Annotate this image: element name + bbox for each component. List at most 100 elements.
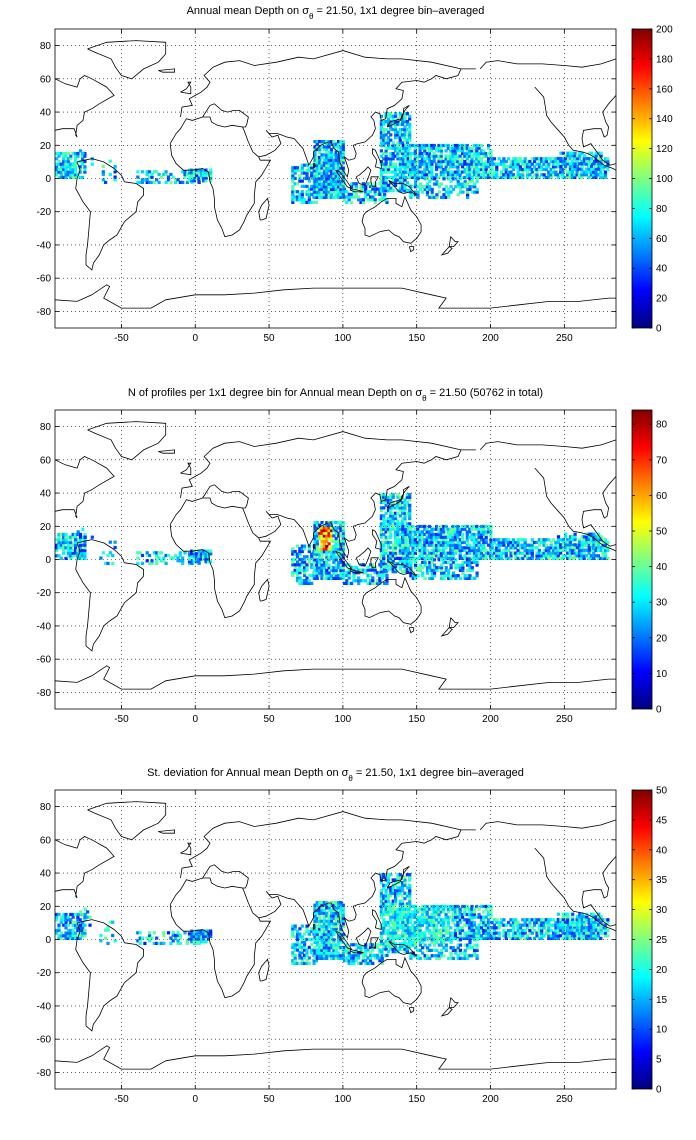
heat-cell	[361, 568, 365, 572]
heat-cell	[384, 910, 388, 914]
heat-cell	[389, 546, 393, 550]
heat-cell	[432, 151, 436, 156]
heat-cell	[384, 146, 388, 150]
heat-cell	[206, 929, 210, 933]
heat-cell	[423, 159, 427, 164]
heat-cell	[329, 903, 334, 907]
heat-cell	[391, 170, 395, 174]
heat-cell	[337, 542, 341, 546]
heat-cell	[332, 552, 336, 557]
heat-cell	[533, 165, 537, 169]
heat-cell	[473, 182, 477, 186]
heat-cell	[420, 548, 424, 553]
heat-cell	[291, 195, 295, 199]
heat-cell	[159, 551, 163, 555]
heat-cell	[416, 530, 420, 534]
heat-cell	[190, 179, 194, 183]
heat-cell	[291, 571, 295, 575]
heat-cell	[432, 551, 436, 555]
heat-cell	[383, 581, 387, 585]
heat-cell	[155, 941, 159, 945]
heat-cell	[544, 157, 548, 161]
heat-cell	[334, 195, 338, 199]
heat-cell	[430, 154, 434, 158]
heat-cell	[396, 173, 400, 177]
heat-cell	[409, 530, 413, 534]
heat-cell	[451, 540, 455, 545]
heat-cell	[391, 189, 395, 193]
heat-cell	[403, 183, 407, 187]
heat-cell	[418, 543, 422, 547]
heat-cell	[73, 157, 78, 161]
heat-cell	[470, 159, 474, 164]
heat-cell	[442, 920, 446, 925]
heat-cell	[599, 164, 603, 169]
heat-cell	[322, 940, 326, 944]
heat-cell	[490, 167, 494, 172]
heat-cell	[442, 560, 446, 564]
heat-cell	[386, 894, 391, 898]
heat-cell	[509, 556, 513, 560]
heat-cell	[454, 566, 458, 570]
heat-cell	[384, 527, 388, 531]
heat-cell	[401, 915, 405, 919]
heat-cell	[475, 556, 479, 560]
heat-cell	[332, 177, 336, 181]
heat-cell	[554, 170, 558, 174]
heat-cell	[404, 556, 408, 560]
heat-cell	[563, 554, 567, 558]
heat-cell	[108, 551, 112, 555]
heat-cell	[398, 886, 402, 890]
heat-cell	[197, 929, 201, 933]
heat-cell	[404, 162, 408, 166]
heat-cell	[64, 170, 68, 174]
heat-cell	[293, 190, 297, 194]
heat-cell	[73, 165, 78, 169]
heat-cell	[398, 514, 402, 518]
coastline	[54, 284, 616, 309]
heat-cell	[468, 151, 472, 156]
heat-cell	[391, 551, 395, 555]
heat-cell	[329, 919, 334, 923]
heat-cell	[465, 532, 469, 537]
heat-cell	[327, 523, 331, 527]
heat-cell	[378, 192, 382, 196]
heat-cell	[416, 574, 420, 578]
heat-cell	[164, 553, 168, 558]
heat-cell	[386, 936, 391, 940]
heat-cell	[318, 908, 322, 913]
heat-cell	[190, 554, 194, 558]
heat-cell	[420, 556, 424, 560]
heat-cell	[599, 154, 603, 158]
heat-cell	[468, 920, 472, 925]
heat-cell	[458, 530, 462, 534]
heat-cell	[573, 537, 577, 542]
heat-cell	[468, 187, 472, 191]
heat-cell	[606, 162, 610, 166]
heat-cell	[504, 170, 508, 174]
heat-cell	[477, 157, 481, 161]
heat-cell	[318, 523, 322, 527]
heat-cell	[416, 190, 420, 194]
heat-cell	[329, 140, 334, 144]
heat-cell	[187, 176, 192, 180]
heat-cell	[391, 506, 395, 510]
heat-cell	[458, 563, 463, 567]
heat-cell	[403, 570, 407, 574]
heat-cell	[192, 554, 196, 558]
heat-cell	[368, 184, 373, 188]
heat-cell	[435, 954, 439, 958]
heat-cell	[423, 532, 427, 537]
heat-cell	[368, 943, 373, 947]
heat-cell	[606, 159, 610, 164]
heat-cell	[57, 170, 61, 174]
panel-3: St. deviation for Annual mean Depth on σ…	[37, 767, 668, 1105]
heat-cell	[597, 156, 601, 161]
heat-cell	[385, 581, 389, 585]
heat-cell	[427, 907, 432, 911]
x-tick-label: 150	[408, 714, 425, 725]
heat-cell	[404, 540, 408, 545]
heat-cell	[461, 524, 465, 529]
heat-cell	[416, 954, 420, 958]
heat-cell	[318, 182, 322, 186]
